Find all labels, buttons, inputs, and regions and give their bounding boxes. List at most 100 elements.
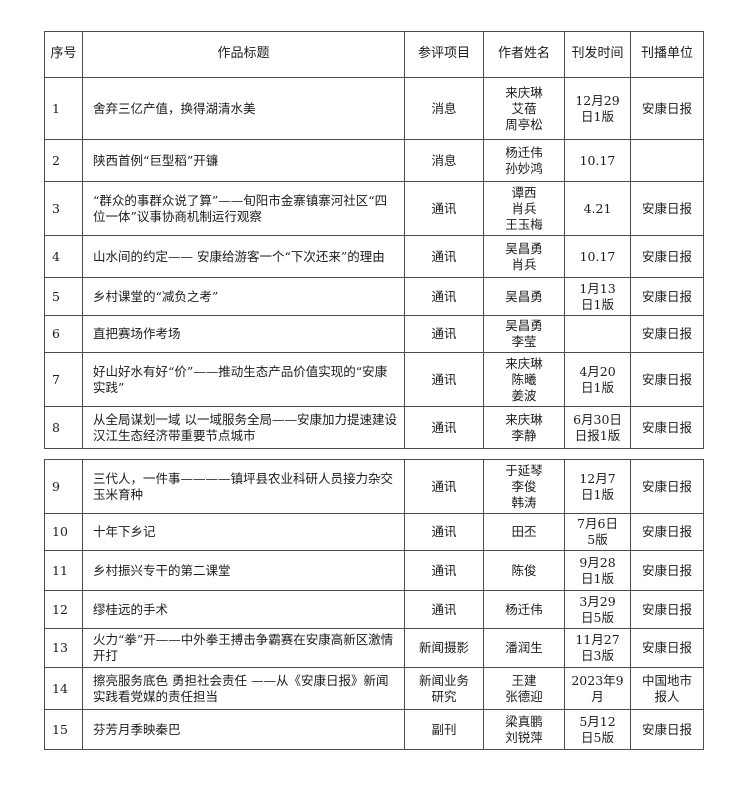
category-cell: 通讯 [404,550,484,591]
table-row: 4 山水间的约定—— 安康给游客一个“下次还来”的理由 通讯 吴昌勇 肖兵 10… [44,235,704,278]
table-row: 14 擦亮服务底色 勇担社会责任 ——从《安康日报》新闻实践看党媒的责任担当 新… [44,667,704,710]
table-row: 12 缪桂远的手术 通讯 杨迁伟 3月29 日5版 安康日报 [44,590,704,629]
authors-cell: 来庆琳 李静 [483,406,565,449]
authors-cell: 陈俊 [483,550,565,591]
authors-cell: 吴昌勇 [483,277,565,316]
authors-cell: 来庆琳 陈曦 姜波 [483,352,565,407]
unit-cell: 安康日报 [630,709,704,750]
date-cell: 4月20 日1版 [564,352,631,407]
authors-cell: 杨迁伟 孙妙鸿 [483,139,565,182]
row-number-cell: 15 [44,709,83,750]
title-cell: 陕西首例“巨型稻”开镰 [82,139,405,182]
authors-cell: 王建 张德迎 [483,667,565,710]
authors-cell: 田丕 [483,513,565,551]
row-number-cell: 9 [44,459,83,514]
date-cell: 11月27 日3版 [564,628,631,668]
row-number-cell: 2 [44,139,83,182]
authors-cell: 来庆琳 艾蓓 周亭松 [483,77,565,140]
header-cell-unit: 刊播单位 [630,31,704,78]
header-cell-title: 作品标题 [82,31,405,78]
header-cell-time: 刊发时间 [564,31,631,78]
date-cell: 12月29 日1版 [564,77,631,140]
unit-cell [630,139,704,182]
entries-table-upper: 序号 作品标题 参评项目 作者姓名 刊发时间 刊播单位 1 舍弃三亿产值，换得湖… [44,31,704,449]
date-cell: 9月28 日1版 [564,550,631,591]
category-cell: 通讯 [404,513,484,551]
table-row: 7 好山好水有好“价”——推动生态产品价值实现的“安康实践” 通讯 来庆琳 陈曦… [44,352,704,407]
table-row: 9 三代人，一件事————镇坪县农业科研人员接力杂交玉米育种 通讯 于延琴 李俊… [44,459,704,514]
unit-cell: 安康日报 [630,181,704,236]
date-cell: 2023年9 月 [564,667,631,710]
category-cell: 通讯 [404,181,484,236]
table-row: 8 从全局谋划一域 以一域服务全局——安康加力提速建设汉江生态经济带重要节点城市… [44,406,704,449]
row-number-cell: 1 [44,77,83,140]
title-cell: 山水间的约定—— 安康给游客一个“下次还来”的理由 [82,235,405,278]
category-cell: 副刊 [404,709,484,750]
category-cell: 通讯 [404,315,484,353]
category-cell: 通讯 [404,352,484,407]
category-cell: 新闻摄影 [404,628,484,668]
table-row: 11 乡村振兴专干的第二课堂 通讯 陈俊 9月28 日1版 安康日报 [44,550,704,591]
unit-cell: 安康日报 [630,628,704,668]
row-number-cell: 6 [44,315,83,353]
category-cell: 通讯 [404,590,484,629]
table-row: 2 陕西首例“巨型稻”开镰 消息 杨迁伟 孙妙鸿 10.17 [44,139,704,182]
title-cell: 从全局谋划一域 以一域服务全局——安康加力提速建设汉江生态经济带重要节点城市 [82,406,405,449]
title-cell: 缪桂远的手术 [82,590,405,629]
unit-cell: 安康日报 [630,235,704,278]
header-row: 序号 作品标题 参评项目 作者姓名 刊发时间 刊播单位 [44,31,704,78]
title-cell: 三代人，一件事————镇坪县农业科研人员接力杂交玉米育种 [82,459,405,514]
title-cell: 直把赛场作考场 [82,315,405,353]
authors-cell: 吴昌勇 肖兵 [483,235,565,278]
title-cell: “群众的事群众说了算”——旬阳市金寨镇寨河社区“四位一体”议事协商机制运行观察 [82,181,405,236]
unit-cell: 安康日报 [630,77,704,140]
category-cell: 消息 [404,77,484,140]
title-cell: 好山好水有好“价”——推动生态产品价值实现的“安康实践” [82,352,405,407]
unit-cell: 安康日报 [630,315,704,353]
date-cell: 12月7 日1版 [564,459,631,514]
table-row: 10 十年下乡记 通讯 田丕 7月6日 5版 安康日报 [44,513,704,551]
table-row: 3 “群众的事群众说了算”——旬阳市金寨镇寨河社区“四位一体”议事协商机制运行观… [44,181,704,236]
entries-table-container: 序号 作品标题 参评项目 作者姓名 刊发时间 刊播单位 1 舍弃三亿产值，换得湖… [44,31,704,750]
unit-cell: 安康日报 [630,277,704,316]
date-cell: 10.17 [564,235,631,278]
table-row: 6 直把赛场作考场 通讯 吴昌勇 李莹 安康日报 [44,315,704,353]
table-row: 1 舍弃三亿产值，换得湖清水美 消息 来庆琳 艾蓓 周亭松 12月29 日1版 … [44,77,704,140]
row-number-cell: 8 [44,406,83,449]
date-cell: 10.17 [564,139,631,182]
authors-cell: 杨迁伟 [483,590,565,629]
unit-cell: 安康日报 [630,406,704,449]
header-cell-category: 参评项目 [404,31,484,78]
table-row: 5 乡村课堂的“减负之考” 通讯 吴昌勇 1月13 日1版 安康日报 [44,277,704,316]
unit-cell: 安康日报 [630,459,704,514]
title-cell: 乡村课堂的“减负之考” [82,277,405,316]
category-cell: 通讯 [404,277,484,316]
category-cell: 新闻业务 研究 [404,667,484,710]
row-number-cell: 11 [44,550,83,591]
date-cell: 5月12 日5版 [564,709,631,750]
date-cell: 4.21 [564,181,631,236]
row-number-cell: 13 [44,628,83,668]
entries-table-lower: 9 三代人，一件事————镇坪县农业科研人员接力杂交玉米育种 通讯 于延琴 李俊… [44,459,704,750]
row-number-cell: 4 [44,235,83,278]
category-cell: 通讯 [404,459,484,514]
unit-cell: 安康日报 [630,352,704,407]
authors-cell: 潘润生 [483,628,565,668]
row-number-cell: 14 [44,667,83,710]
authors-cell: 梁真鹏 刘锐萍 [483,709,565,750]
title-cell: 乡村振兴专干的第二课堂 [82,550,405,591]
title-cell: 十年下乡记 [82,513,405,551]
table-row: 15 芬芳月季映秦巴 副刊 梁真鹏 刘锐萍 5月12 日5版 安康日报 [44,709,704,750]
title-cell: 擦亮服务底色 勇担社会责任 ——从《安康日报》新闻实践看党媒的责任担当 [82,667,405,710]
date-cell: 6月30日 日报1版 [564,406,631,449]
date-cell: 1月13 日1版 [564,277,631,316]
authors-cell: 谭西 肖兵 王玉梅 [483,181,565,236]
date-cell: 3月29 日5版 [564,590,631,629]
unit-cell: 中国地市 报人 [630,667,704,710]
unit-cell: 安康日报 [630,513,704,551]
authors-cell: 吴昌勇 李莹 [483,315,565,353]
title-cell: 舍弃三亿产值，换得湖清水美 [82,77,405,140]
date-cell [564,315,631,353]
row-number-cell: 5 [44,277,83,316]
row-number-cell: 7 [44,352,83,407]
